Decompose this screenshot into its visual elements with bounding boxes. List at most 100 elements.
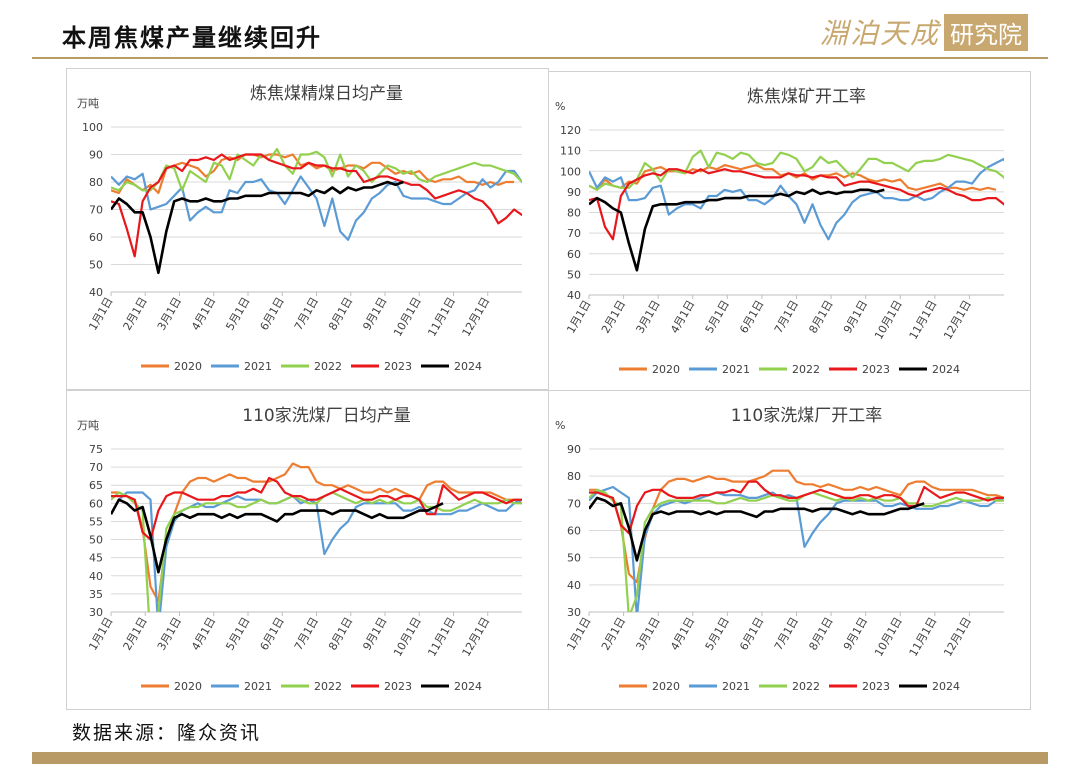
- legend-label-2022: 2022: [314, 680, 342, 693]
- x-tick-label: 9月1日: [841, 615, 870, 653]
- series-line-2020: [589, 163, 997, 191]
- series-line-2024: [589, 496, 925, 562]
- legend-label-2022: 2022: [314, 360, 342, 373]
- x-tick-label: 12月1日: [941, 615, 974, 659]
- y-tick-label: 40: [567, 579, 581, 592]
- legend-label-2020: 2020: [652, 363, 680, 376]
- x-tick-label: 10月1日: [872, 298, 905, 342]
- y-tick-label: 120: [560, 124, 581, 137]
- x-tick-label: 1月1日: [86, 295, 115, 333]
- brand-logo: 淵泊天成 研究院: [820, 12, 1028, 52]
- chart-title: 炼焦煤矿开工率: [747, 87, 866, 107]
- chart-svg: 110家洗煤厂开工率% 30 40 50 60 70 80 90 1月1日 2月1日 3月1日 4月1…: [555, 406, 1004, 693]
- x-tick-label: 6月1日: [258, 615, 287, 653]
- x-tick-label: 7月1日: [772, 298, 801, 336]
- y-tick-label: 45: [89, 552, 103, 565]
- legend-label-2023: 2023: [862, 363, 890, 376]
- y-tick-label: 65: [89, 479, 103, 492]
- x-tick-label: 5月1日: [703, 615, 732, 653]
- series-line-2020: [111, 153, 515, 195]
- series-line-2020: [111, 462, 522, 603]
- x-tick-label: 4月1日: [189, 615, 218, 653]
- y-tick-label: 70: [567, 497, 581, 510]
- page-title: 本周焦煤产量继续回升: [62, 23, 322, 52]
- series-line-2023: [111, 153, 522, 258]
- x-tick-label: 10月1日: [391, 295, 424, 339]
- x-tick-label: 2月1日: [599, 615, 628, 653]
- x-tick-label: 8月1日: [326, 615, 355, 653]
- x-tick-label: 12月1日: [460, 615, 493, 659]
- data-source-note: 数据来源：隆众资讯: [72, 722, 262, 744]
- x-tick-label: 4月1日: [668, 298, 697, 336]
- x-tick-label: 12月1日: [941, 298, 974, 342]
- legend-label-2024: 2024: [932, 680, 960, 693]
- series-line-2024: [589, 188, 885, 272]
- x-tick-label: 2月1日: [121, 295, 150, 333]
- y-tick-label: 90: [567, 186, 581, 199]
- y-tick-label: 30: [89, 606, 103, 619]
- x-tick-label: 6月1日: [737, 615, 766, 653]
- x-tick-label: 1月1日: [564, 298, 593, 336]
- y-tick-label: 80: [89, 176, 103, 189]
- legend-label-2020: 2020: [174, 360, 202, 373]
- x-tick-label: 8月1日: [806, 615, 835, 653]
- legend-label-2022: 2022: [792, 363, 820, 376]
- legend-label-2021: 2021: [244, 360, 272, 373]
- legend-label-2024: 2024: [932, 363, 960, 376]
- y-tick-label: 100: [82, 121, 103, 134]
- x-tick-label: 5月1日: [223, 615, 252, 653]
- y-tick-label: 55: [89, 515, 103, 528]
- x-tick-label: 11月1日: [425, 615, 458, 659]
- x-tick-label: 12月1日: [460, 295, 493, 339]
- x-tick-label: 5月1日: [703, 298, 732, 336]
- brand-logo-text: 淵泊天成: [819, 17, 940, 50]
- chart-title: 炼焦煤精煤日均产量: [250, 84, 403, 104]
- series-line-2022: [589, 149, 1004, 191]
- series-line-2021: [589, 485, 1004, 612]
- x-tick-label: 9月1日: [360, 615, 389, 653]
- y-tick-label: 60: [567, 248, 581, 261]
- x-tick-label: 11月1日: [907, 298, 940, 342]
- y-tick-label: 60: [567, 525, 581, 538]
- y-axis-unit: 万吨: [77, 97, 99, 110]
- legend-label-2020: 2020: [652, 680, 680, 693]
- y-tick-label: 50: [89, 534, 103, 547]
- legend-label-2021: 2021: [244, 680, 272, 693]
- y-tick-label: 50: [567, 268, 581, 281]
- chart-panel-coking-coal-mine-utilization: 炼焦煤矿开工率% 40 50 60 70 80 90 100 110 120 1月1日 2月1日 3月1…: [548, 71, 1031, 393]
- y-tick-label: 60: [89, 497, 103, 510]
- x-tick-label: 10月1日: [872, 615, 905, 659]
- legend-label-2023: 2023: [384, 360, 412, 373]
- x-tick-label: 3月1日: [155, 295, 184, 333]
- y-tick-label: 90: [567, 443, 581, 456]
- y-tick-label: 75: [89, 443, 103, 456]
- y-tick-label: 40: [89, 570, 103, 583]
- legend-label-2021: 2021: [722, 680, 750, 693]
- y-tick-label: 80: [567, 207, 581, 220]
- x-tick-label: 2月1日: [121, 615, 150, 653]
- chart-panel-washery-output: 110家洗煤厂日均产量 万吨 30 35 40 45 50 55 60 65 70 75 1月1日 2月1…: [66, 390, 549, 710]
- y-tick-label: 70: [567, 227, 581, 240]
- x-tick-label: 9月1日: [360, 295, 389, 333]
- x-tick-label: 4月1日: [189, 295, 218, 333]
- x-tick-label: 6月1日: [258, 295, 287, 333]
- legend-label-2021: 2021: [722, 363, 750, 376]
- chart-title: 110家洗煤厂日均产量: [242, 406, 410, 426]
- legend-label-2023: 2023: [384, 680, 412, 693]
- chart-title: 110家洗煤厂开工率: [731, 406, 882, 426]
- y-tick-label: 50: [567, 552, 581, 565]
- y-tick-label: 50: [89, 259, 103, 272]
- y-tick-label: 100: [560, 165, 581, 178]
- series-line-2024: [111, 180, 404, 275]
- legend-label-2022: 2022: [792, 680, 820, 693]
- series-line-2023: [111, 476, 522, 541]
- y-tick-label: 80: [567, 470, 581, 483]
- legend-label-2020: 2020: [174, 680, 202, 693]
- x-tick-label: 1月1日: [564, 615, 593, 653]
- series-line-2024: [111, 498, 444, 574]
- y-tick-label: 35: [89, 588, 103, 601]
- legend-label-2024: 2024: [454, 680, 482, 693]
- x-tick-label: 9月1日: [841, 298, 870, 336]
